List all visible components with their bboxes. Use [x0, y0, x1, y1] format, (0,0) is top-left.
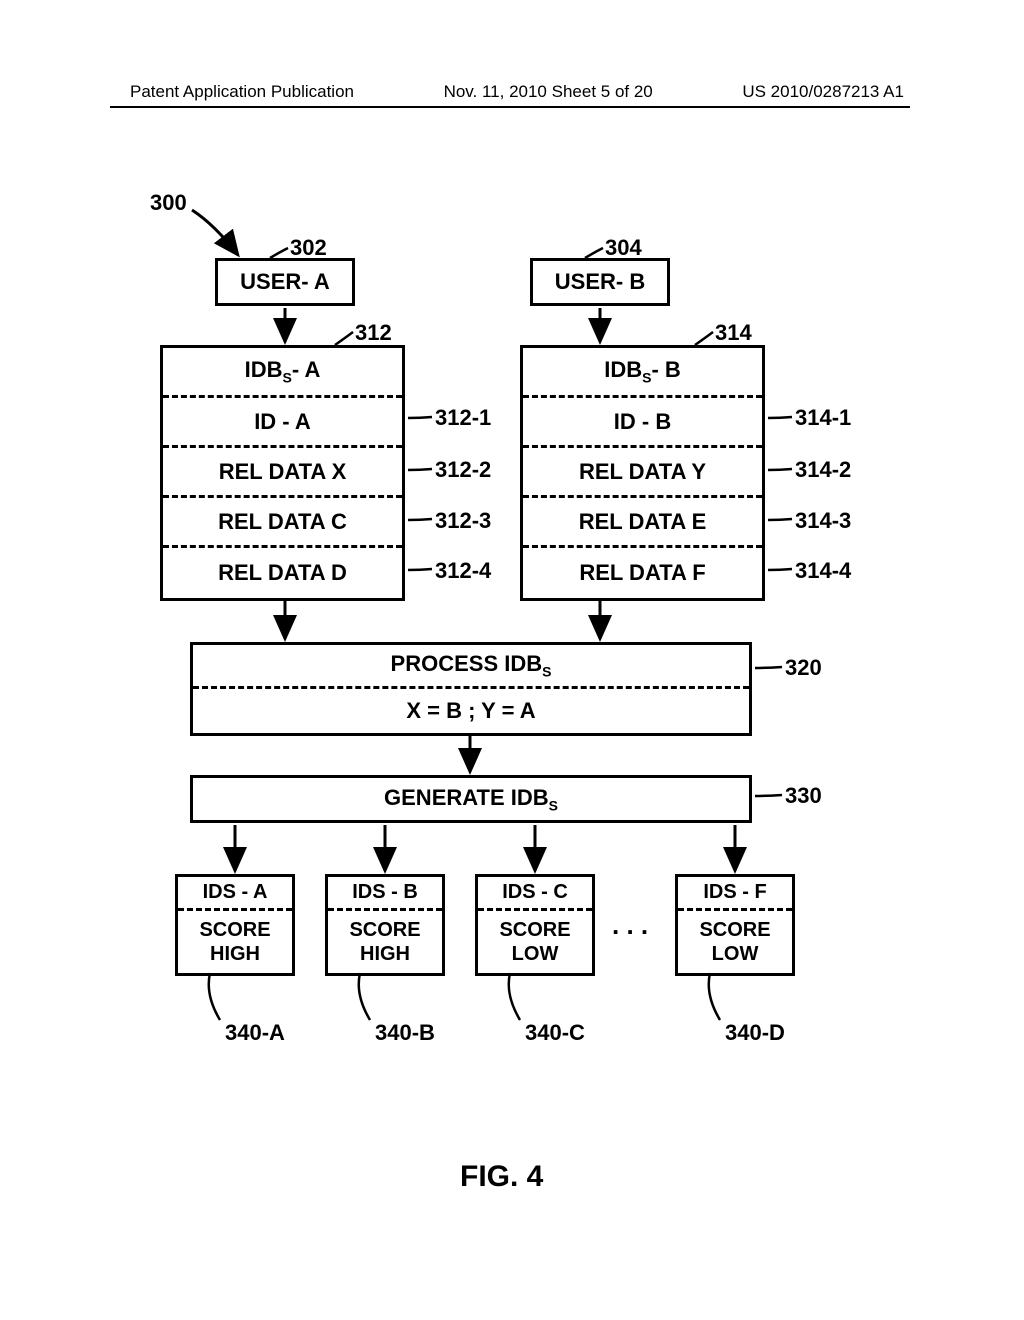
- header-right: US 2010/0287213 A1: [742, 82, 904, 102]
- ref-314-1: 314-1: [795, 405, 851, 431]
- box-idb-a: IDBS- A ID - A REL DATA X REL DATA C REL…: [160, 345, 405, 601]
- ref-340-b: 340-B: [375, 1020, 435, 1046]
- ref-340-a: 340-A: [225, 1020, 285, 1046]
- ref-314: 314: [715, 320, 752, 346]
- idb-b-title: IDBS- B: [523, 348, 762, 398]
- box-user-a: USER- A: [215, 258, 355, 306]
- header-rule: [110, 106, 910, 108]
- ids-a-score: SCORE HIGH: [178, 911, 292, 973]
- ids-b-score: SCORE HIGH: [328, 911, 442, 973]
- box-ids-c: IDS - C SCORE LOW: [475, 874, 595, 976]
- rel-d-cell: REL DATA D: [163, 548, 402, 598]
- box-ids-f: IDS - F SCORE LOW: [675, 874, 795, 976]
- box-ids-a: IDS - A SCORE HIGH: [175, 874, 295, 976]
- process-equation: X = B ; Y = A: [193, 689, 749, 733]
- ids-b-title: IDS - B: [328, 877, 442, 911]
- idb-a-title: IDBS- A: [163, 348, 402, 398]
- ref-314-4: 314-4: [795, 558, 851, 584]
- ref-302: 302: [290, 235, 327, 261]
- ref-312-4: 312-4: [435, 558, 491, 584]
- ref-314-3: 314-3: [795, 508, 851, 534]
- ids-f-title: IDS - F: [678, 877, 792, 911]
- ref-320: 320: [785, 655, 822, 681]
- ref-330: 330: [785, 783, 822, 809]
- user-a-label: USER- A: [240, 269, 330, 295]
- ids-f-score: SCORE LOW: [678, 911, 792, 973]
- rel-x-cell: REL DATA X: [163, 448, 402, 498]
- page-header: Patent Application Publication Nov. 11, …: [0, 82, 1024, 102]
- rel-c-cell: REL DATA C: [163, 498, 402, 548]
- ref-312-1: 312-1: [435, 405, 491, 431]
- rel-y-cell: REL DATA Y: [523, 448, 762, 498]
- ref-312: 312: [355, 320, 392, 346]
- id-b-cell: ID - B: [523, 398, 762, 448]
- ref-312-3: 312-3: [435, 508, 491, 534]
- header-center: Nov. 11, 2010 Sheet 5 of 20: [444, 82, 653, 102]
- ref-340-c: 340-C: [525, 1020, 585, 1046]
- ellipsis: . . .: [612, 910, 648, 941]
- diagram-container: 300 USER- A 302 USER- B 304 IDBS- A ID -…: [120, 180, 900, 1180]
- ref-312-2: 312-2: [435, 457, 491, 483]
- ids-a-title: IDS - A: [178, 877, 292, 911]
- user-b-label: USER- B: [555, 269, 645, 295]
- box-generate: GENERATE IDBS: [190, 775, 752, 823]
- ref-340-d: 340-D: [725, 1020, 785, 1046]
- id-a-cell: ID - A: [163, 398, 402, 448]
- figure-caption: FIG. 4: [460, 1160, 543, 1194]
- header-left: Patent Application Publication: [130, 82, 354, 102]
- box-ids-b: IDS - B SCORE HIGH: [325, 874, 445, 976]
- ref-300: 300: [150, 190, 187, 216]
- rel-e-cell: REL DATA E: [523, 498, 762, 548]
- box-process: PROCESS IDBS X = B ; Y = A: [190, 642, 752, 736]
- box-idb-b: IDBS- B ID - B REL DATA Y REL DATA E REL…: [520, 345, 765, 601]
- process-title: PROCESS IDBS: [193, 645, 749, 689]
- rel-f-cell: REL DATA F: [523, 548, 762, 598]
- ref-314-2: 314-2: [795, 457, 851, 483]
- ids-c-score: SCORE LOW: [478, 911, 592, 973]
- ref-304: 304: [605, 235, 642, 261]
- box-user-b: USER- B: [530, 258, 670, 306]
- ids-c-title: IDS - C: [478, 877, 592, 911]
